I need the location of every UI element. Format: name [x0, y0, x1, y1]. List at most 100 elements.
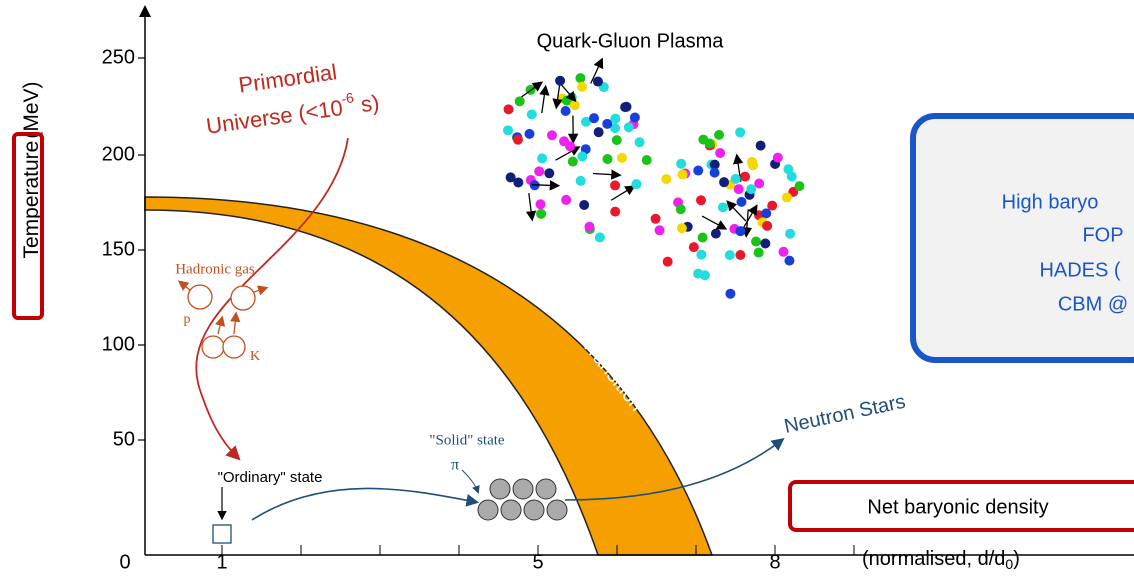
- quark: [610, 206, 621, 217]
- quark: [526, 109, 537, 120]
- y-tick-label: 200: [102, 143, 135, 165]
- quark: [555, 75, 566, 86]
- quark: [746, 184, 757, 195]
- quark: [693, 165, 704, 176]
- quark: [675, 204, 686, 215]
- quark: [616, 152, 627, 163]
- quark: [611, 135, 622, 146]
- quark: [610, 180, 621, 191]
- x-tick-label: 8: [769, 551, 780, 573]
- gluon-arrow: [726, 200, 747, 222]
- quark: [688, 242, 699, 253]
- quark: [575, 175, 586, 186]
- quark: [592, 76, 603, 87]
- y-tick-label: 250: [102, 46, 135, 68]
- quark: [514, 96, 525, 107]
- highlight-box: [12, 132, 44, 320]
- quark: [623, 122, 634, 133]
- quark: [584, 221, 595, 232]
- quark: [513, 177, 524, 188]
- y-tick-label: 100: [102, 333, 135, 355]
- quark: [778, 246, 789, 257]
- x-unit-sub: 0: [1005, 556, 1013, 572]
- quark: [762, 220, 773, 231]
- gluon-arrow: [539, 84, 550, 114]
- gluon-arrow: [590, 57, 604, 84]
- gluon-arrow: [519, 81, 544, 99]
- quark: [735, 127, 746, 138]
- y-unit: (MeV): [20, 81, 43, 138]
- quark: [754, 178, 765, 189]
- neutron-star-arrow: [564, 438, 785, 501]
- quark: [747, 156, 758, 167]
- quark: [534, 166, 545, 177]
- quark: [785, 228, 796, 239]
- quark: [760, 238, 771, 249]
- quark: [503, 125, 514, 136]
- annotation: π: [451, 457, 459, 474]
- x-unit-text: (normalised, d/d: [862, 548, 1005, 570]
- quark: [719, 177, 730, 188]
- x-unit: (normalised, d/d0): [862, 548, 1020, 571]
- quark: [767, 200, 778, 211]
- quark: [620, 102, 631, 113]
- quark: [696, 195, 707, 206]
- gluon-arrow: [610, 185, 636, 201]
- annotation-sup: -6: [340, 89, 355, 107]
- annotation: Primordial: [237, 59, 339, 98]
- quark: [650, 213, 661, 224]
- quark: [676, 158, 687, 169]
- quark: [704, 138, 715, 149]
- quark: [575, 73, 586, 84]
- annotation: Universe (<10-6 s): [204, 86, 381, 139]
- quark: [631, 179, 642, 190]
- x-unit-text: ): [1013, 548, 1020, 570]
- highlight-box: [788, 480, 1134, 532]
- quark: [697, 232, 708, 243]
- quark: [537, 153, 548, 164]
- quark: [677, 169, 688, 180]
- callout-box: [910, 113, 1134, 363]
- quark: [784, 255, 795, 266]
- quark: [503, 104, 514, 115]
- quark: [544, 168, 555, 179]
- title: Quark-Gluon Plasma: [537, 30, 725, 52]
- callout-line: HADES (: [1039, 259, 1120, 281]
- quark: [724, 250, 735, 261]
- quark: [736, 196, 747, 207]
- quark: [561, 194, 572, 205]
- quark: [505, 172, 516, 183]
- quark: [567, 156, 578, 167]
- y-axis-title: Temperature (MeV): [20, 81, 43, 258]
- quark: [546, 130, 557, 141]
- y-tick-label: 50: [113, 428, 135, 450]
- quark: [661, 174, 672, 185]
- quark: [560, 106, 571, 117]
- quark: [709, 159, 720, 170]
- quark: [634, 137, 645, 148]
- gluon-arrow: [701, 215, 728, 230]
- quark: [610, 123, 621, 134]
- quark: [751, 236, 762, 247]
- quark: [569, 100, 580, 111]
- annotation-text: s): [353, 90, 381, 118]
- annotation: "Solid" state: [429, 432, 505, 448]
- quark: [693, 268, 704, 279]
- quark: [772, 152, 783, 163]
- quark: [602, 154, 613, 165]
- arrow: [461, 469, 480, 494]
- dense-nucleons: [477, 478, 568, 521]
- quark: [730, 173, 741, 184]
- quark: [589, 113, 600, 124]
- quark: [594, 232, 605, 243]
- plasma-particles: [503, 57, 805, 299]
- quark: [725, 288, 736, 299]
- x-tick-label: 1: [216, 551, 227, 573]
- x-tick-label: 5: [532, 551, 543, 573]
- quark: [696, 249, 707, 260]
- nucleus-box: [212, 524, 232, 544]
- quark: [710, 228, 721, 239]
- quark: [593, 127, 604, 138]
- quark: [735, 249, 746, 260]
